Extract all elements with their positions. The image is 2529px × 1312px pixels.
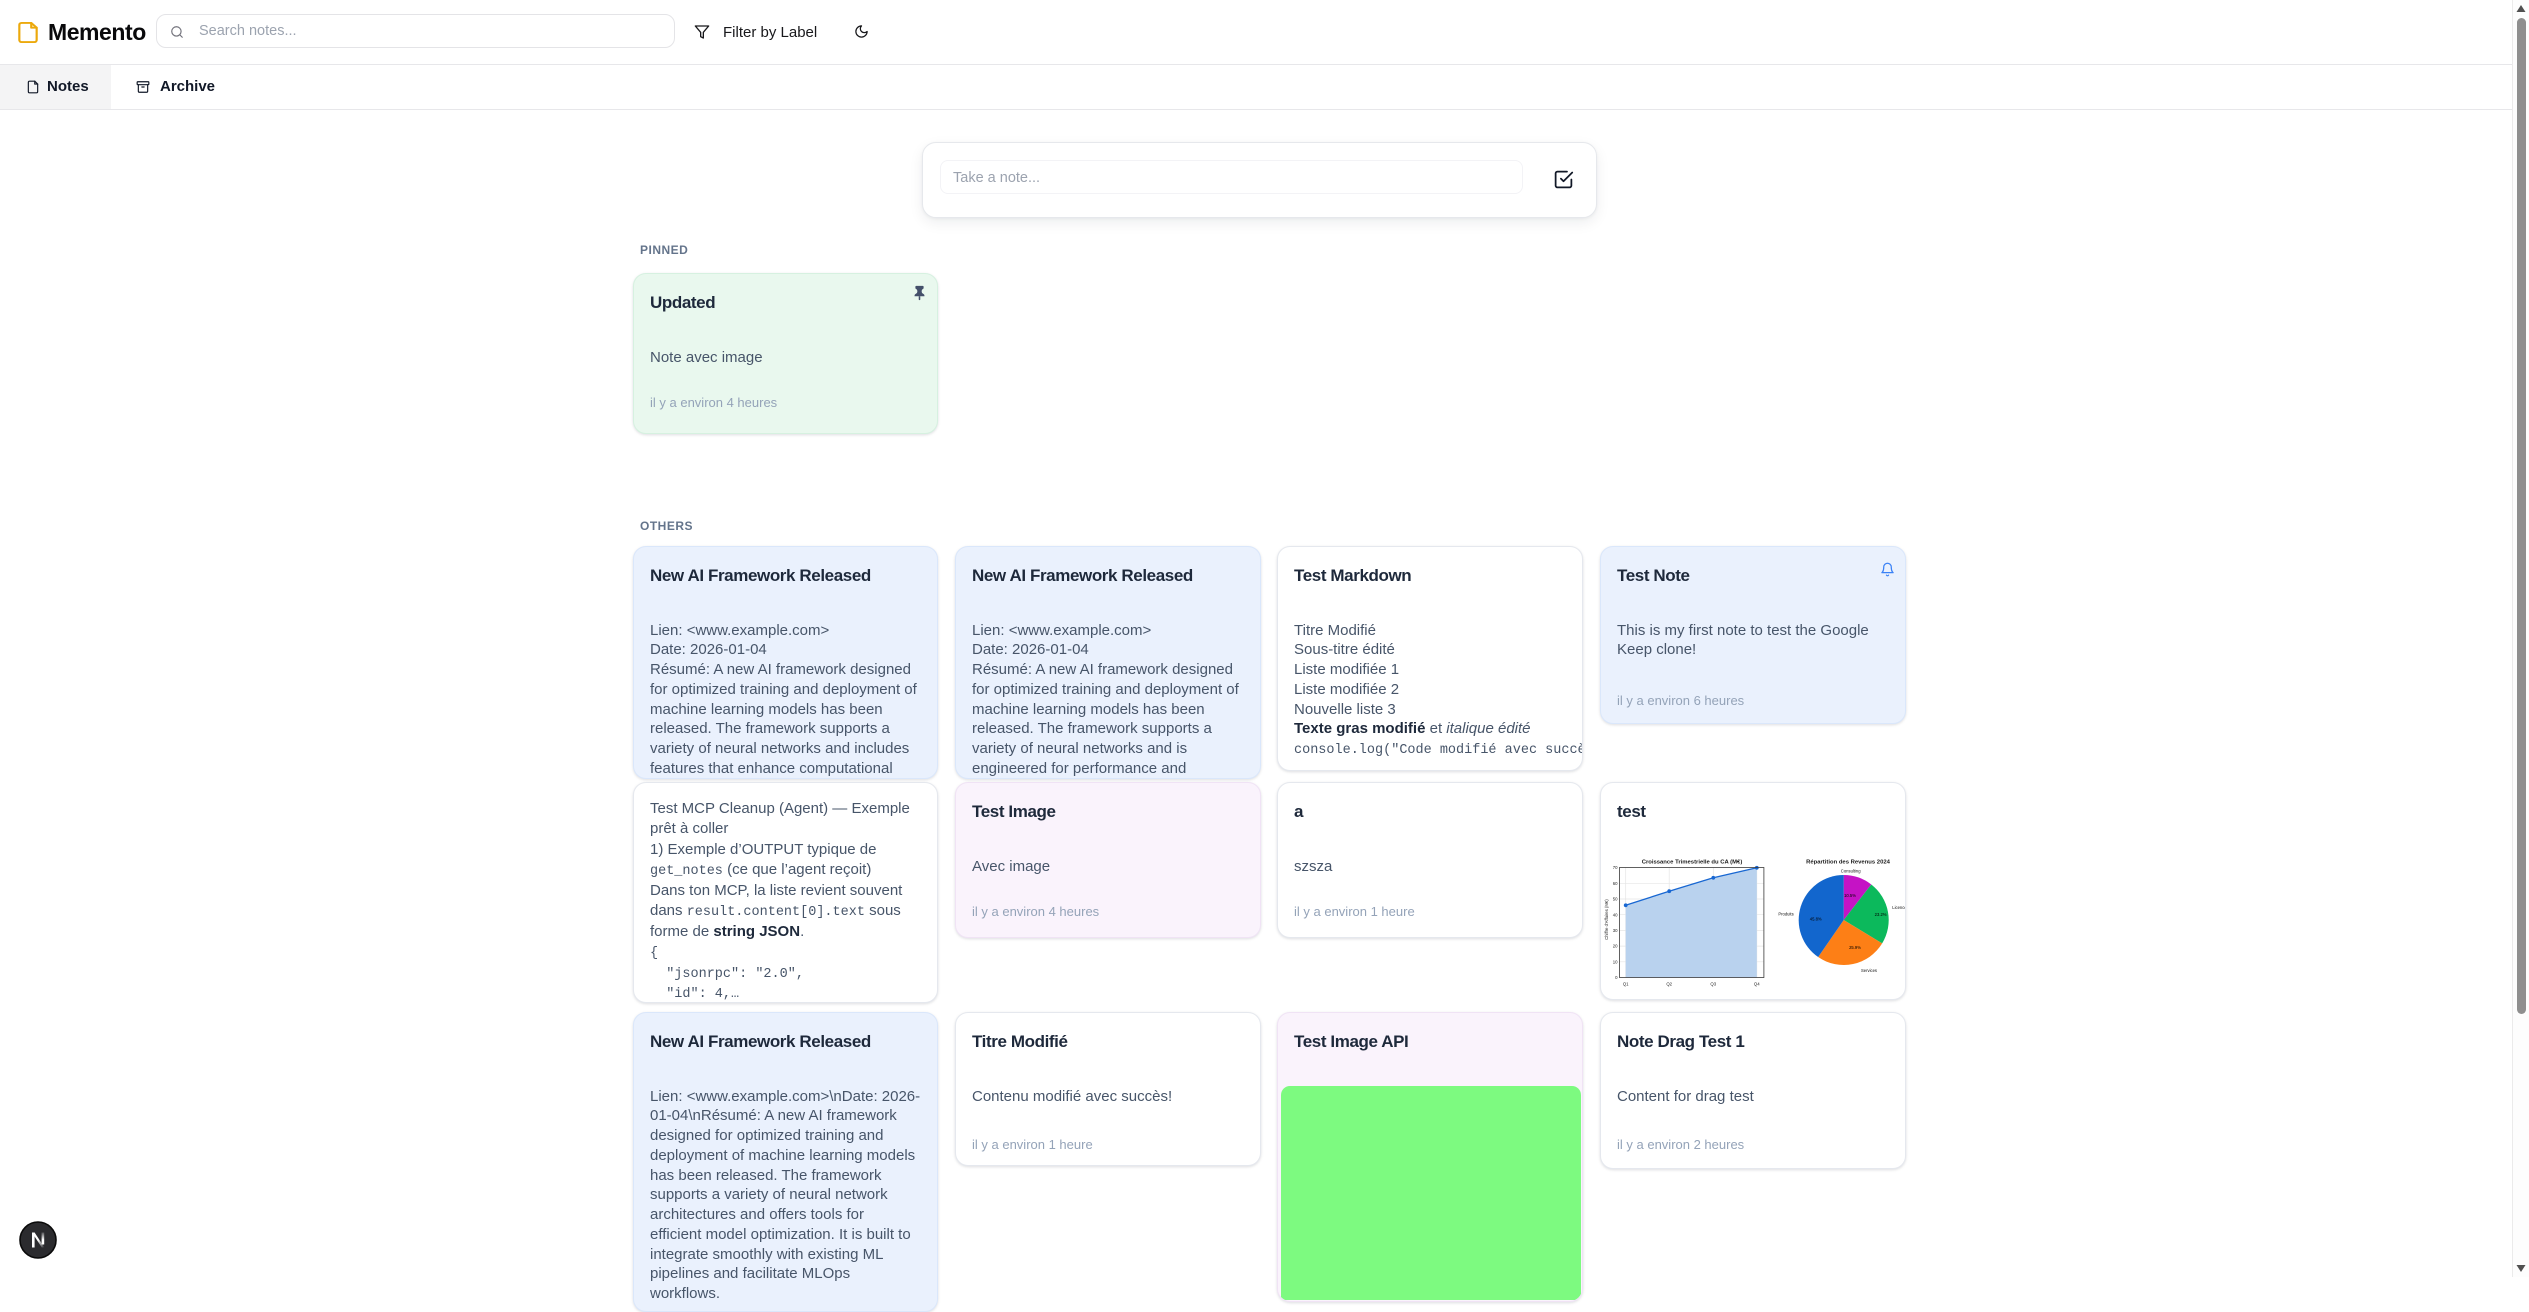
svg-text:0: 0 (1615, 975, 1618, 980)
svg-text:60: 60 (1613, 881, 1618, 886)
svg-text:Consulting: Consulting (1841, 869, 1861, 874)
svg-text:70: 70 (1613, 865, 1618, 870)
svg-text:10: 10 (1613, 959, 1618, 964)
svg-text:50: 50 (1613, 897, 1618, 902)
svg-text:45.8%: 45.8% (1810, 916, 1822, 921)
svg-text:Q2: Q2 (1666, 982, 1672, 987)
svg-text:Q4: Q4 (1754, 982, 1760, 987)
svg-text:25.9%: 25.9% (1849, 945, 1861, 950)
svg-text:Produits: Produits (1778, 912, 1793, 917)
svg-text:Q3: Q3 (1710, 982, 1716, 987)
svg-text:40: 40 (1613, 912, 1618, 917)
svg-text:Services: Services (1861, 968, 1877, 973)
svg-text:10.5%: 10.5% (1844, 893, 1856, 898)
svg-text:Q1: Q1 (1623, 982, 1629, 987)
svg-text:Croissance Trimestrielle du CA: Croissance Trimestrielle du CA (M€) (1642, 860, 1743, 866)
svg-text:20: 20 (1613, 944, 1618, 949)
svg-text:Licences: Licences (1892, 905, 1906, 910)
svg-text:Chiffre d'Affaires (M€): Chiffre d'Affaires (M€) (1604, 899, 1609, 940)
svg-text:23.2%: 23.2% (1875, 912, 1887, 917)
svg-text:Répartition des Revenus 2024: Répartition des Revenus 2024 (1806, 860, 1891, 866)
svg-text:30: 30 (1613, 928, 1618, 933)
